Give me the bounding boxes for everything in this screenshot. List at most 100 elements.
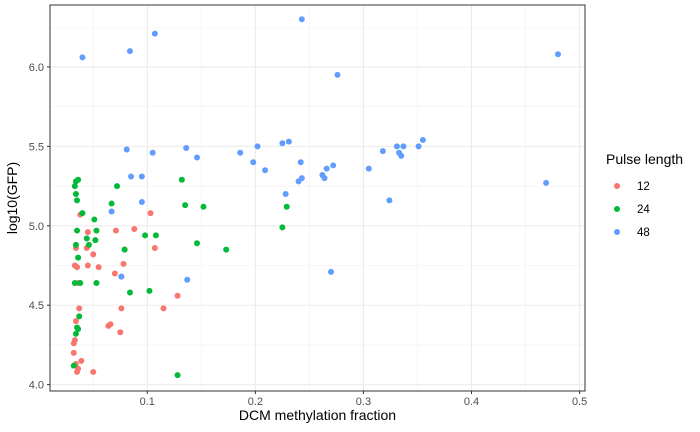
data-point-24 xyxy=(76,313,83,320)
y-axis-title: log10(GFP) xyxy=(4,162,20,234)
data-point-48 xyxy=(334,71,341,78)
data-point-24 xyxy=(93,279,100,286)
data-point-48 xyxy=(262,167,269,174)
data-point-12 xyxy=(147,210,154,217)
data-point-48 xyxy=(393,143,400,150)
minor-gridlines xyxy=(50,5,585,391)
data-point-12 xyxy=(71,337,78,344)
data-point-24 xyxy=(75,254,82,261)
x-tick-label: 0.1 xyxy=(140,396,155,408)
y-tick-label: 6.0 xyxy=(29,62,44,74)
data-point-48 xyxy=(415,143,422,150)
data-point-12 xyxy=(111,270,118,277)
data-point-48 xyxy=(118,273,125,280)
data-point-48 xyxy=(298,16,305,23)
data-point-24 xyxy=(71,183,78,190)
data-point-48 xyxy=(254,143,261,150)
y-tick-label: 4.0 xyxy=(29,380,44,392)
data-point-48 xyxy=(386,197,393,204)
data-point-48 xyxy=(138,173,145,180)
y-axis: 4.0 4.5 5.0 5.5 6.0 xyxy=(29,62,50,392)
data-point-12 xyxy=(117,329,124,336)
data-point-24 xyxy=(142,232,149,239)
legend-label-12: 12 xyxy=(637,181,650,193)
data-point-48 xyxy=(282,191,289,198)
data-point-12 xyxy=(70,349,77,356)
x-tick-label: 0.3 xyxy=(356,396,371,408)
data-points xyxy=(70,16,561,379)
data-point-48 xyxy=(184,276,191,283)
data-point-24 xyxy=(79,210,86,217)
data-point-48 xyxy=(285,138,292,145)
data-point-12 xyxy=(95,264,102,271)
data-point-48 xyxy=(297,159,304,166)
data-point-48 xyxy=(328,268,335,275)
data-point-12 xyxy=(118,305,125,312)
data-point-12 xyxy=(74,264,81,271)
legend-label-24: 24 xyxy=(637,204,650,216)
data-point-48 xyxy=(400,143,407,150)
data-point-12 xyxy=(107,321,114,328)
data-point-12 xyxy=(151,245,158,252)
data-point-24 xyxy=(92,237,99,244)
data-point-24 xyxy=(200,203,207,210)
data-point-48 xyxy=(298,175,305,182)
y-tick-label: 5.0 xyxy=(29,221,44,233)
data-point-48 xyxy=(321,175,328,182)
data-point-24 xyxy=(193,240,200,247)
data-point-48 xyxy=(365,165,372,172)
data-point-24 xyxy=(283,203,290,210)
legend-key-48 xyxy=(614,229,620,235)
data-point-24 xyxy=(178,176,185,183)
data-point-24 xyxy=(85,241,92,248)
data-point-48 xyxy=(123,146,130,153)
data-point-12 xyxy=(90,251,97,258)
legend-label-48: 48 xyxy=(637,227,650,239)
data-point-48 xyxy=(398,152,405,159)
data-point-24 xyxy=(174,372,181,379)
data-point-12 xyxy=(76,305,83,312)
data-point-12 xyxy=(90,368,97,375)
data-point-48 xyxy=(108,208,115,215)
data-point-12 xyxy=(75,365,82,372)
data-point-24 xyxy=(91,216,98,223)
data-point-24 xyxy=(182,202,189,209)
x-tick-label: 0.2 xyxy=(248,396,263,408)
data-point-48 xyxy=(330,162,337,169)
data-point-24 xyxy=(114,183,121,190)
data-point-12 xyxy=(84,229,91,236)
major-gridlines xyxy=(50,5,585,391)
data-point-48 xyxy=(193,154,200,161)
data-point-24 xyxy=(93,227,100,234)
y-tick-label: 4.5 xyxy=(29,300,44,312)
data-point-24 xyxy=(74,227,81,234)
data-point-12 xyxy=(174,292,181,299)
plot-panel-background xyxy=(50,5,585,391)
data-point-48 xyxy=(126,48,133,55)
plot-panel xyxy=(49,4,586,392)
data-point-24 xyxy=(74,197,81,204)
x-tick-label: 0.5 xyxy=(572,396,587,408)
legend-key-24 xyxy=(614,206,620,212)
x-axis-title: DCM methylation fraction xyxy=(239,407,396,423)
plot-panel-border xyxy=(49,4,586,392)
data-point-24 xyxy=(75,176,82,183)
data-point-12 xyxy=(78,357,85,364)
data-point-48 xyxy=(554,51,561,58)
data-point-48 xyxy=(237,149,244,156)
legend: Pulse length 12 24 48 xyxy=(606,151,683,239)
data-point-48 xyxy=(79,54,86,61)
data-point-24 xyxy=(72,191,79,198)
data-point-24 xyxy=(75,326,82,333)
legend-key-12 xyxy=(614,183,620,189)
data-point-48 xyxy=(250,159,257,166)
data-point-12 xyxy=(72,318,79,325)
data-point-48 xyxy=(279,140,286,147)
data-point-24 xyxy=(71,279,78,286)
data-point-24 xyxy=(77,279,84,286)
data-point-48 xyxy=(149,149,156,156)
data-point-48 xyxy=(379,148,386,155)
data-point-24 xyxy=(126,289,133,296)
data-point-12 xyxy=(112,227,119,234)
